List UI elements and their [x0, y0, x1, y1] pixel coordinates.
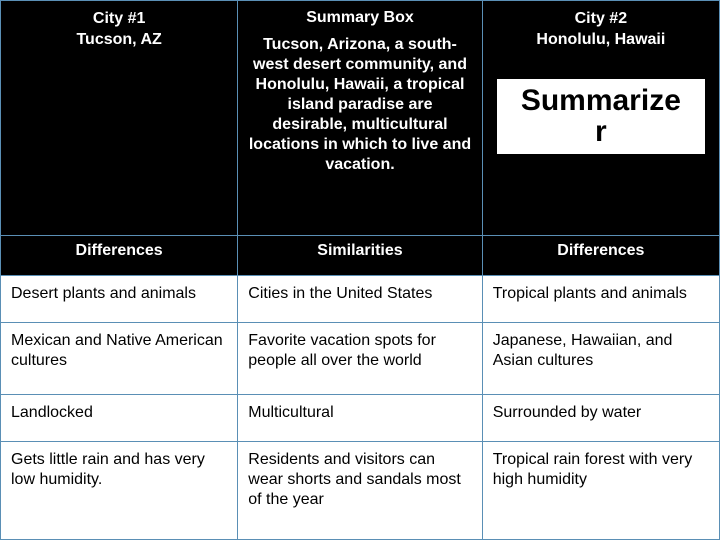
- summary-header: Summary Box Tucson, Arizona, a south- we…: [238, 1, 482, 236]
- cell-sim-2: Multicultural: [238, 395, 482, 442]
- cell-diff2-3: Tropical rain forest with very high humi…: [482, 442, 719, 540]
- table-row: Landlocked Multicultural Surrounded by w…: [1, 395, 720, 442]
- summarize-line2: r: [499, 116, 703, 148]
- subheader-col2: Similarities: [238, 236, 482, 275]
- city1-line1: City #1: [11, 9, 227, 30]
- cell-diff1-3: Gets little rain and has very low humidi…: [1, 442, 238, 540]
- city1-line2: Tucson, AZ: [11, 30, 227, 51]
- city2-line1: City #2: [493, 9, 709, 30]
- table-row: Gets little rain and has very low humidi…: [1, 442, 720, 540]
- city1-header: City #1 Tucson, AZ: [1, 1, 238, 236]
- cell-diff1-0: Desert plants and animals: [1, 275, 238, 322]
- table-row: Mexican and Native American cultures Fav…: [1, 322, 720, 394]
- cell-diff1-2: Landlocked: [1, 395, 238, 442]
- table-row: Desert plants and animals Cities in the …: [1, 275, 720, 322]
- city2-line2: Honolulu, Hawaii: [493, 30, 709, 51]
- cell-diff2-1: Japanese, Hawaiian, and Asian cultures: [482, 322, 719, 394]
- summarize-box: Summarize r: [497, 79, 705, 154]
- cell-diff2-2: Surrounded by water: [482, 395, 719, 442]
- subheader-col1: Differences: [1, 236, 238, 275]
- summary-text: Tucson, Arizona, a south- west desert co…: [248, 35, 471, 175]
- city2-header: City #2 Honolulu, Hawaii Summarize r: [482, 1, 719, 236]
- cell-sim-0: Cities in the United States: [238, 275, 482, 322]
- summary-title: Summary Box: [248, 9, 471, 27]
- header-row: City #1 Tucson, AZ Summary Box Tucson, A…: [1, 1, 720, 236]
- cell-diff2-0: Tropical plants and animals: [482, 275, 719, 322]
- subheader-row: Differences Similarities Differences: [1, 236, 720, 275]
- summarize-line1: Summarize: [499, 85, 703, 117]
- comparison-table: City #1 Tucson, AZ Summary Box Tucson, A…: [0, 0, 720, 540]
- cell-diff1-1: Mexican and Native American cultures: [1, 322, 238, 394]
- cell-sim-1: Favorite vacation spots for people all o…: [238, 322, 482, 394]
- cell-sim-3: Residents and visitors can wear shorts a…: [238, 442, 482, 540]
- subheader-col3: Differences: [482, 236, 719, 275]
